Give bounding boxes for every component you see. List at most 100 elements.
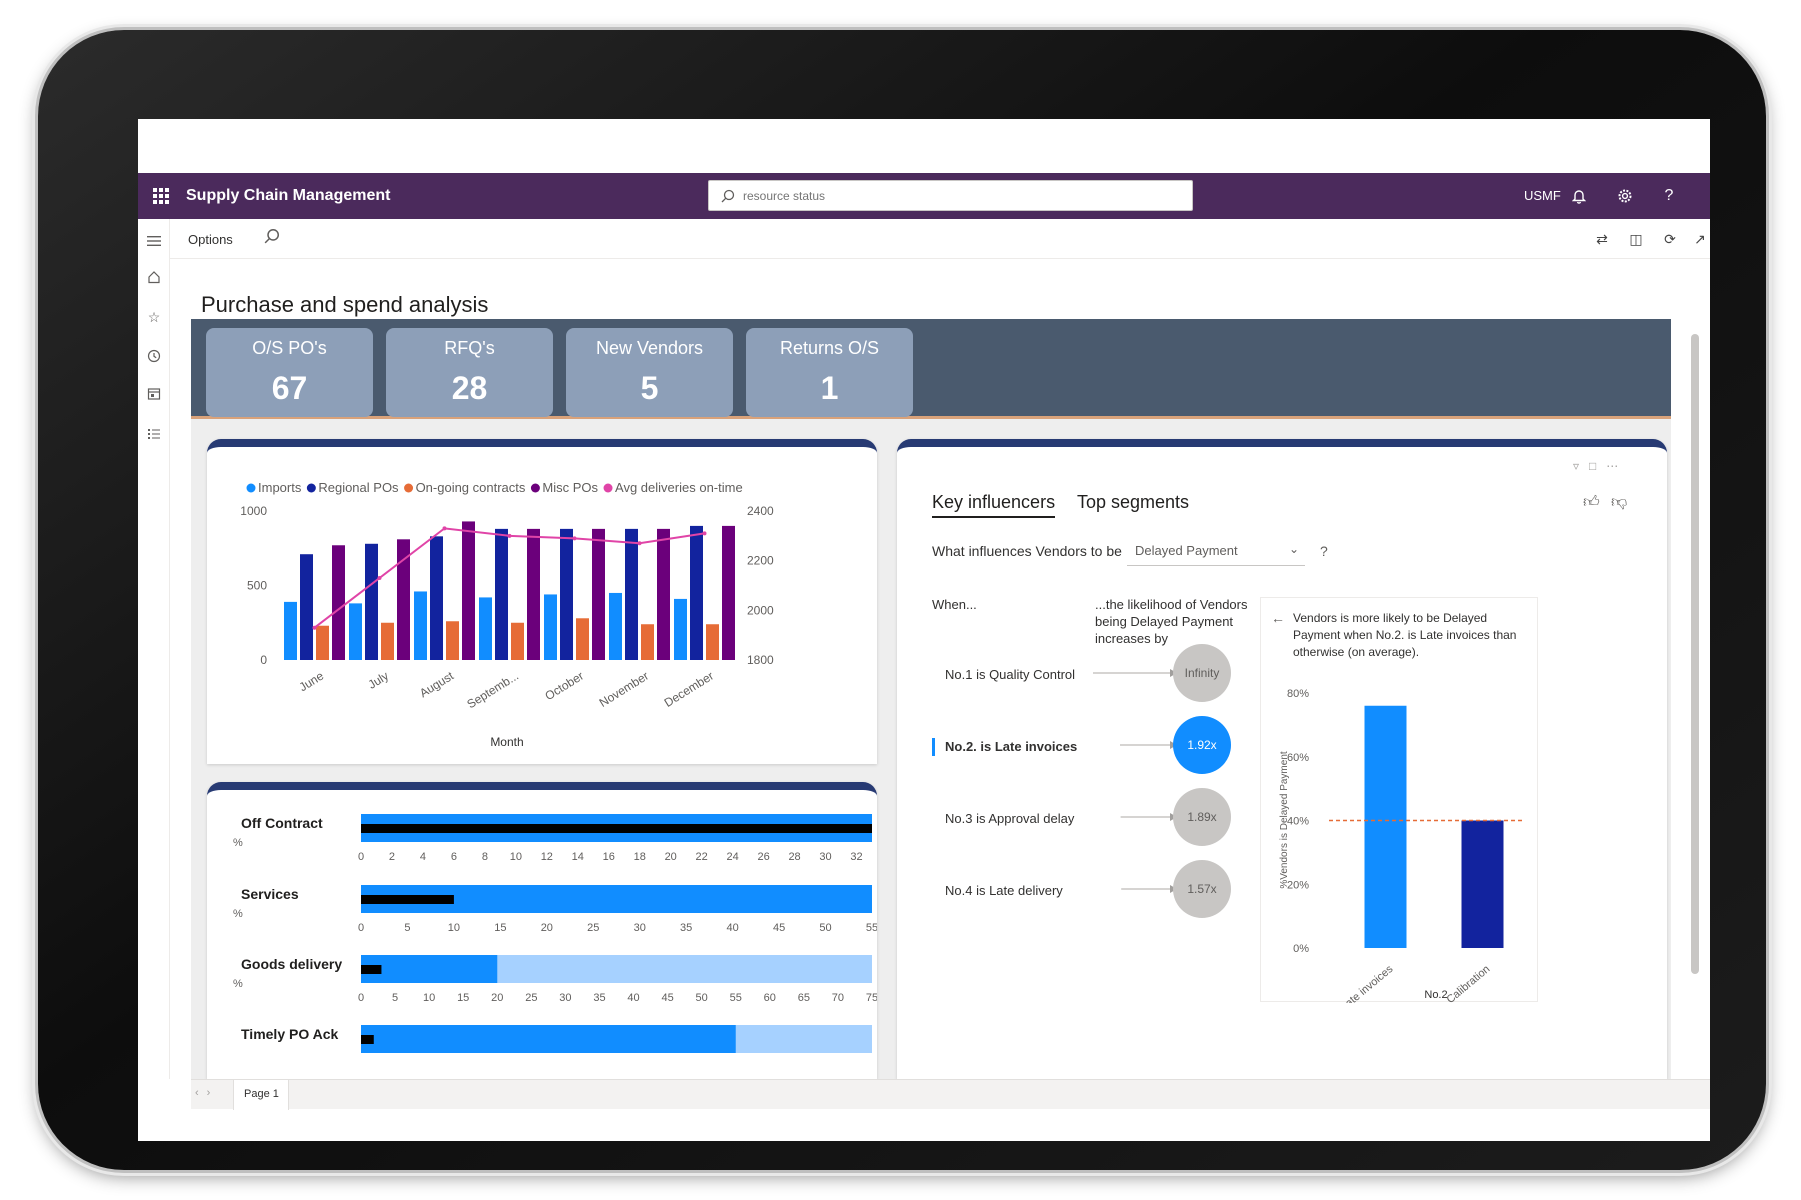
office-icon[interactable]: ◫ <box>1629 230 1643 247</box>
influencer-row[interactable]: No.3 is Approval delay <box>945 811 1075 826</box>
x-axis-tick-label: 20 <box>541 922 553 934</box>
back-arrow-icon[interactable]: ← <box>1271 610 1285 626</box>
outcome-dropdown[interactable]: Delayed Payment ⌄ <box>1127 536 1305 566</box>
legend-marker <box>404 483 414 493</box>
x-axis-tick-label: 35 <box>680 922 692 934</box>
refresh-icon[interactable]: ⟳ <box>1664 230 1676 247</box>
bar <box>446 621 459 660</box>
bar <box>1461 820 1504 948</box>
page-title: Purchase and spend analysis <box>201 292 489 317</box>
x-axis-tick-label: 10 <box>423 992 435 1004</box>
workspace-icon[interactable] <box>142 383 166 405</box>
x-axis-tick-label: 40 <box>627 992 639 1004</box>
tab-top-segments[interactable]: Top segments <box>1077 492 1190 512</box>
x-axis-tick-label: 50 <box>819 922 831 934</box>
page-tab[interactable]: Page 1 <box>233 1080 289 1110</box>
line-point <box>442 526 447 531</box>
waffle-icon[interactable] <box>138 173 184 219</box>
report-canvas: O/S PO's 67 RFQ's 28 New Vendors 5 Retur… <box>191 319 1671 1079</box>
kpi-band: O/S PO's 67 RFQ's 28 New Vendors 5 Retur… <box>191 319 1671 419</box>
line-point <box>377 576 382 581</box>
home-icon[interactable] <box>142 266 166 288</box>
x-axis-tick-label: 24 <box>727 851 739 863</box>
page-nav-arrows[interactable]: ‹› <box>195 1087 219 1099</box>
bar-target <box>361 955 498 983</box>
x-axis-tick-label: 2 <box>389 851 395 863</box>
kpi-tile-rfqs[interactable]: RFQ's 28 <box>386 328 553 417</box>
x-axis-tick-label: 0 <box>358 992 364 1004</box>
kpi-label: New Vendors <box>595 338 704 358</box>
visual-header-icons[interactable]: ▿□⋯ <box>1573 459 1629 473</box>
kpi-tile-open-pos[interactable]: O/S PO's 67 <box>206 328 373 417</box>
x-axis-title: No.2 <box>1424 989 1447 1001</box>
x-axis-tick-label: 55 <box>730 992 742 1004</box>
link-icon[interactable]: ⇄ <box>1596 230 1608 247</box>
vertical-scrollbar[interactable] <box>1691 334 1699 1074</box>
x-axis-tick-label: 10 <box>448 922 460 934</box>
company-selector[interactable]: USMF <box>1524 188 1561 203</box>
line-point <box>312 625 317 630</box>
x-axis-tick-label: August <box>417 668 457 700</box>
x-axis-tick-label: July <box>366 669 392 692</box>
gear-icon[interactable] <box>1612 183 1638 209</box>
bar <box>592 528 605 660</box>
y-axis-tick-label: 20% <box>1287 879 1309 891</box>
tablet-frame: Supply Chain Management USMF ? Options ⇄… <box>38 30 1766 1170</box>
bell-icon[interactable] <box>1566 183 1592 209</box>
line-point <box>637 541 642 546</box>
y-axis-title: %Vendors is Delayed Payment <box>1279 751 1290 889</box>
search-icon[interactable] <box>264 228 280 249</box>
bar <box>560 528 573 660</box>
kpi-tile-new-vendors[interactable]: New Vendors 5 <box>566 328 733 417</box>
x-axis-tick-label: 12 <box>541 851 553 863</box>
outcome-dropdown-value: Delayed Payment <box>1135 543 1238 558</box>
app-title[interactable]: Supply Chain Management <box>186 187 391 204</box>
bar-row-label: Goods delivery <box>241 956 342 972</box>
kpi-tile-returns[interactable]: Returns O/S 1 <box>746 328 913 417</box>
bar <box>381 622 394 660</box>
legend-marker <box>306 483 316 493</box>
bullet-bars-panel[interactable]: Off Contract% 0 2 4 6 8 10 12 14 16 18 20 22 24 26 28 30… <box>207 782 877 1079</box>
thumbs-down-icon[interactable]: 👎︎ <box>1611 494 1628 511</box>
open-new-window-icon[interactable]: ↗ <box>1694 230 1706 247</box>
search-box[interactable] <box>708 180 1193 211</box>
combo-chart-panel[interactable]: Imports Regional POs On-going contracts Mis… <box>207 439 877 764</box>
influencer-row[interactable]: No.1 is Quality Control <box>945 667 1076 682</box>
bar-row-label: Services <box>241 886 299 902</box>
hamburger-icon[interactable] <box>142 230 166 252</box>
key-influencers-panel[interactable]: ▿□⋯ Key influencers Top segments 👍︎ 👎︎ W… <box>897 439 1667 1079</box>
help-icon[interactable]: ? <box>1320 543 1328 559</box>
navigation-rail: ☆ <box>138 219 170 1079</box>
bar <box>462 521 475 660</box>
bar-actual <box>361 824 872 833</box>
scrollbar-thumb[interactable] <box>1691 334 1699 974</box>
bar-row-unit: % <box>233 908 243 920</box>
tab-key-influencers[interactable]: Key influencers <box>932 492 1056 518</box>
line-point <box>702 531 707 536</box>
kpi-value: 5 <box>640 370 659 406</box>
influence-value: 1.89x <box>1187 810 1216 824</box>
y2-axis-tick-label: 2400 <box>747 504 774 518</box>
bar <box>544 594 557 660</box>
x-axis-tick-label: 65 <box>798 992 810 1004</box>
help-icon[interactable]: ? <box>1664 187 1674 204</box>
bar <box>397 539 410 660</box>
clock-icon[interactable] <box>142 345 166 367</box>
options-button[interactable]: Options <box>188 232 233 247</box>
influencer-row[interactable]: No.4 is Late delivery <box>945 883 1063 898</box>
y2-axis-tick-label: 1800 <box>747 653 774 667</box>
combo-chart: Imports Regional POs On-going contracts Mis… <box>240 480 774 749</box>
x-axis-tick-label: 30 <box>559 992 571 1004</box>
line-point <box>507 533 512 538</box>
bar-row-unit: % <box>233 837 243 849</box>
x-axis-tick-label: 60 <box>764 992 776 1004</box>
list-icon[interactable] <box>142 423 166 445</box>
star-icon[interactable]: ☆ <box>147 308 161 325</box>
search-input[interactable] <box>743 188 1143 203</box>
x-axis-tick-label: 20 <box>491 992 503 1004</box>
x-axis-tick-label: 50 <box>696 992 708 1004</box>
thumbs-up-icon[interactable]: 👍︎ <box>1583 494 1600 511</box>
x-axis-tick-label: 0 <box>358 922 364 934</box>
influencer-row[interactable]: No.2. is Late invoices <box>945 739 1078 754</box>
bar <box>576 618 589 660</box>
